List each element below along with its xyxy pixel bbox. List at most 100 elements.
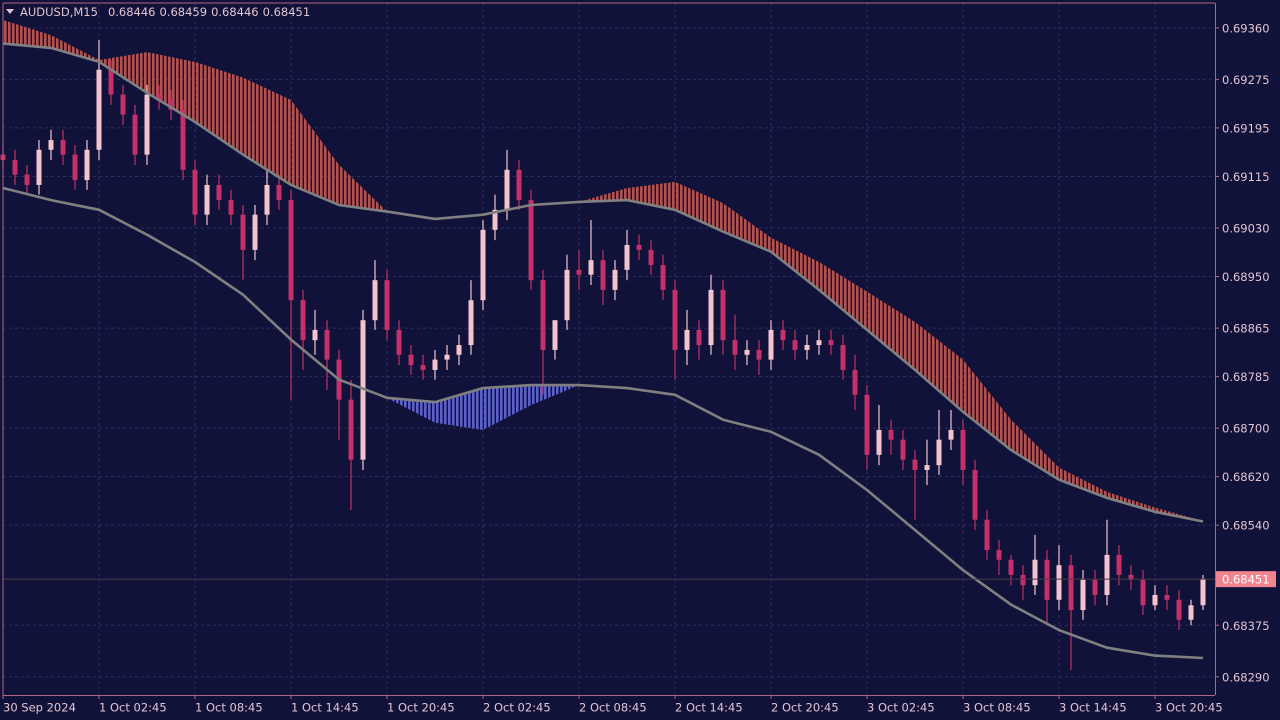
candle-body [600,260,606,290]
candle-body [696,329,702,346]
candle-body [1152,594,1158,606]
candle-body [852,369,858,395]
candle-body [480,229,486,301]
candle-body [708,289,714,346]
candle-body [408,354,414,366]
candle-body [168,100,174,110]
candle-body [588,260,594,275]
candle-body [72,154,78,181]
band-segment [1011,419,1059,480]
candle-body [1092,579,1098,595]
current-price-box [1216,571,1276,588]
candle-body [876,429,882,455]
y-tick-label: 0.68375 [1222,619,1270,633]
candle-body [48,140,54,150]
candle-body [528,200,534,281]
candle-body [372,280,378,321]
quote-value: 0.68446 [108,5,156,19]
candle-body [456,345,462,355]
candle-body [612,269,618,290]
candle-body [24,174,30,185]
moving-average [2,42,1204,523]
candle-body [12,160,18,175]
candle-body [1140,579,1146,606]
candle-body [888,429,894,440]
candle-body [540,280,546,350]
quote-value: 0.68459 [160,5,208,19]
candle-body [84,149,90,181]
candle-body [1188,605,1194,620]
candle-body [60,140,66,155]
band-segment [867,291,915,370]
candle-body [828,340,834,346]
x-tick-label: 2 Oct 20:45 [771,701,839,715]
candle-body [768,329,774,360]
candle-body [228,200,234,215]
collapse-icon[interactable] [6,9,14,14]
candle-body [36,149,42,185]
current-price-label: 0.68451 [1222,573,1270,587]
candle-body [564,269,570,321]
band-segment [243,77,291,185]
candle-body [1116,554,1122,575]
candle-body [264,184,270,215]
y-tick-label: 0.69360 [1222,21,1270,35]
band-segment [1059,467,1107,498]
candle-body [396,329,402,355]
candle-body [684,329,690,350]
candle-body [1200,579,1206,606]
band-segment [579,187,627,202]
candle-body [144,94,150,155]
candle-body [924,465,930,470]
candle-body [492,209,498,230]
y-tick-label: 0.68950 [1222,270,1270,284]
candle-body [276,184,282,201]
candle-body [1176,599,1182,620]
candle-body [948,429,954,440]
candle-body [636,244,642,250]
candle-body [252,214,258,250]
band-segment [675,181,723,232]
y-tick-label: 0.68865 [1222,322,1270,336]
x-tick-label: 3 Oct 08:45 [963,701,1031,715]
symbol: AUDUSD,M15 [20,5,98,19]
candle-body [288,200,294,301]
candle-body [324,329,330,360]
candle-body [660,265,666,290]
moving-average [2,186,1204,660]
candle-body [96,69,102,150]
y-tick-label: 0.68620 [1222,470,1270,484]
candle-body [792,340,798,350]
candle-body [972,469,978,520]
candle-body [840,345,846,370]
band-segment [963,359,1011,450]
x-tick-label: 3 Oct 02:45 [867,701,935,715]
band-segment [819,261,867,330]
candle-body [444,354,450,360]
candle-body [648,249,654,266]
band-segment [195,61,243,155]
candle-body [624,244,630,270]
candle-body [384,280,390,330]
y-tick-label: 0.68700 [1222,422,1270,436]
candle-body [348,399,354,460]
candle-body [1080,579,1086,611]
candle-body [756,349,762,360]
candle-body [984,519,990,551]
candle-body [816,340,822,346]
candle-body [732,340,738,355]
candle-body [1056,565,1062,600]
x-tick-label: 1 Oct 02:45 [99,701,167,715]
candle-body [672,289,678,350]
candle-body [912,459,918,470]
band-segment [771,237,819,290]
band-segment [291,100,339,205]
band-segment [51,35,99,62]
candle-body [1128,574,1134,580]
y-tick-label: 0.68540 [1222,519,1270,533]
y-tick-label: 0.68290 [1222,670,1270,684]
candle-body [552,320,558,350]
candle-body [804,345,810,350]
x-tick-label: 3 Oct 20:45 [1155,701,1223,715]
candle-body [780,329,786,341]
